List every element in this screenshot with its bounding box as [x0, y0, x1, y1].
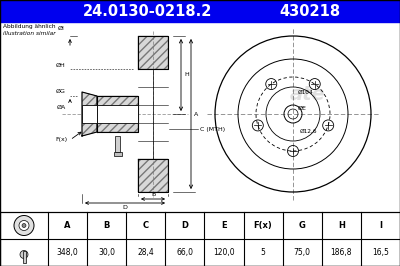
Bar: [0, 0, 400, 22]
Text: ØH: ØH: [56, 63, 66, 68]
Bar: [0, 22, 400, 212]
Polygon shape: [82, 105, 97, 123]
Circle shape: [19, 221, 29, 231]
Text: I: I: [379, 221, 382, 230]
Text: 5: 5: [261, 248, 266, 257]
Text: B: B: [151, 192, 155, 197]
Circle shape: [14, 215, 34, 235]
Text: F(x): F(x): [254, 221, 272, 230]
Text: 66,0: 66,0: [176, 248, 193, 257]
Text: 24.0130-0218.2: 24.0130-0218.2: [83, 3, 213, 19]
Text: 348,0: 348,0: [57, 248, 78, 257]
Text: 30,0: 30,0: [98, 248, 115, 257]
Bar: [0, 212, 400, 266]
Circle shape: [20, 251, 28, 259]
Text: C: C: [143, 221, 149, 230]
Text: H: H: [338, 221, 345, 230]
Text: ØI: ØI: [58, 26, 64, 31]
Text: illustration similar: illustration similar: [3, 31, 56, 36]
Text: 120,0: 120,0: [213, 248, 235, 257]
Bar: [22, 251, 26, 263]
Polygon shape: [97, 96, 138, 132]
Polygon shape: [82, 92, 97, 136]
Text: D: D: [181, 221, 188, 230]
Text: G: G: [299, 221, 306, 230]
Text: 186,8: 186,8: [330, 248, 352, 257]
Text: C (MTH): C (MTH): [200, 127, 225, 131]
Text: 75,0: 75,0: [294, 248, 311, 257]
Circle shape: [22, 223, 26, 227]
Text: 16,5: 16,5: [372, 248, 389, 257]
Text: A: A: [64, 221, 71, 230]
Bar: [114, 152, 122, 156]
Text: ØA: ØA: [56, 105, 66, 110]
Text: A: A: [194, 111, 198, 117]
Text: E: E: [221, 221, 227, 230]
Polygon shape: [97, 105, 138, 123]
Text: H: H: [184, 73, 189, 77]
Text: B: B: [104, 221, 110, 230]
Text: Ø12,6: Ø12,6: [300, 128, 318, 134]
Text: F(x): F(x): [55, 138, 67, 143]
Text: Ø104: Ø104: [298, 89, 314, 94]
Polygon shape: [138, 36, 168, 69]
Text: D: D: [122, 205, 128, 210]
Bar: [115, 136, 120, 152]
Polygon shape: [138, 159, 168, 192]
Text: ØG: ØG: [56, 89, 66, 94]
Text: 430218: 430218: [280, 3, 340, 19]
Text: ØE: ØE: [298, 106, 307, 111]
Text: 28,4: 28,4: [138, 248, 154, 257]
Text: Abbildung ähnlich: Abbildung ähnlich: [3, 24, 56, 29]
Text: ate: ate: [290, 85, 326, 103]
